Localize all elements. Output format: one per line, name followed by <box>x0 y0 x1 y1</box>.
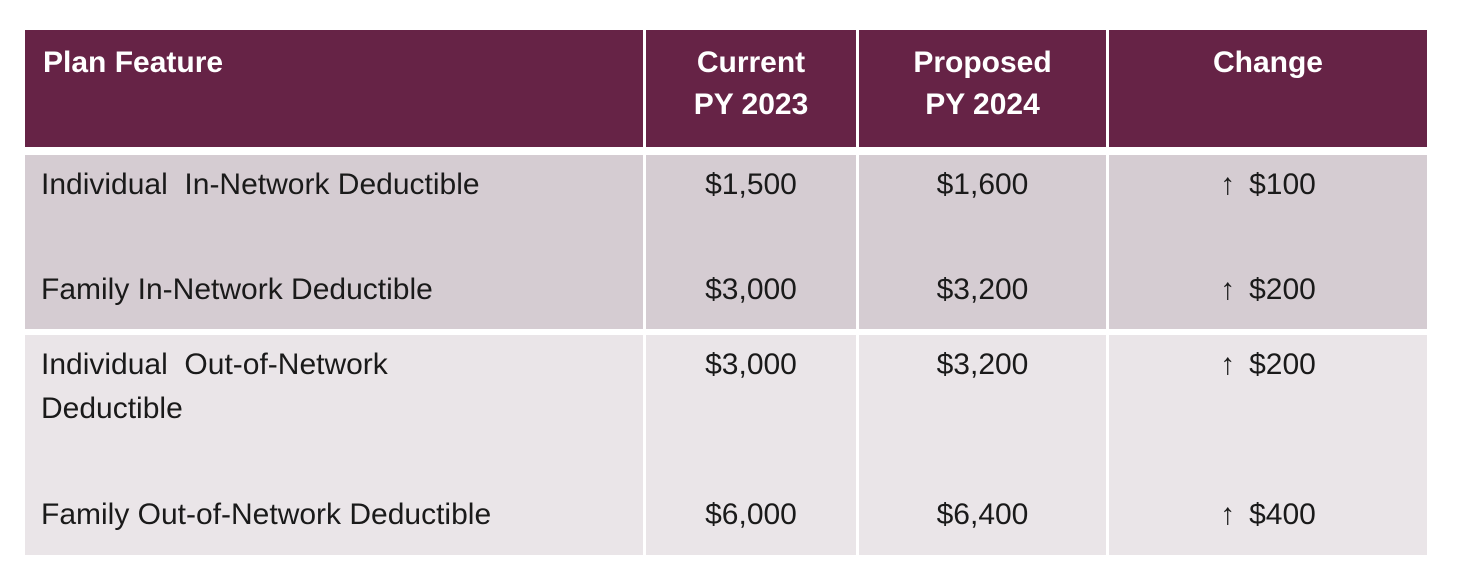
table-row-individual-out-of-network: Individual Out-of-Network Deductible $3,… <box>25 329 1427 485</box>
increase-arrow-icon: ↑ <box>1220 348 1236 381</box>
feature-cell: Family Out-of-Network Deductible <box>25 485 643 555</box>
change-cell: ↑ $200 <box>1106 329 1427 485</box>
current-value-cell: $3,000 <box>643 260 856 329</box>
proposed-value-cell: $1,600 <box>856 147 1106 260</box>
feature-cell: Family In-Network Deductible <box>25 260 643 329</box>
table-row-individual-in-network: Individual In-Network Deductible $1,500 … <box>25 147 1427 260</box>
table-header: Plan Feature Current PY 2023 Proposed PY… <box>25 30 1427 147</box>
feature-cell: Individual Out-of-Network Deductible <box>25 329 643 485</box>
table-row-family-in-network: Family In-Network Deductible $3,000 $3,2… <box>25 260 1427 329</box>
current-value-cell: $3,000 <box>643 329 856 485</box>
table-body: Individual In-Network Deductible $1,500 … <box>25 147 1427 555</box>
plan-feature-table: Plan Feature Current PY 2023 Proposed PY… <box>25 30 1427 555</box>
column-header-plan-feature: Plan Feature <box>25 30 643 147</box>
current-value-cell: $1,500 <box>643 147 856 260</box>
change-amount: $200 <box>1249 348 1316 381</box>
change-amount: $200 <box>1249 273 1316 306</box>
change-cell: ↑ $400 <box>1106 485 1427 555</box>
increase-arrow-icon: ↑ <box>1220 273 1236 306</box>
column-header-change: Change <box>1106 30 1427 147</box>
column-header-current-py-2023: Current PY 2023 <box>643 30 856 147</box>
change-cell: ↑ $200 <box>1106 260 1427 329</box>
proposed-value-cell: $3,200 <box>856 329 1106 485</box>
change-cell: ↑ $100 <box>1106 147 1427 260</box>
change-amount: $100 <box>1249 168 1316 201</box>
increase-arrow-icon: ↑ <box>1220 168 1236 201</box>
proposed-value-cell: $3,200 <box>856 260 1106 329</box>
header-row: Plan Feature Current PY 2023 Proposed PY… <box>25 30 1427 147</box>
current-value-cell: $6,000 <box>643 485 856 555</box>
change-amount: $400 <box>1249 498 1316 531</box>
table-row-family-out-of-network: Family Out-of-Network Deductible $6,000 … <box>25 485 1427 555</box>
proposed-value-cell: $6,400 <box>856 485 1106 555</box>
feature-cell: Individual In-Network Deductible <box>25 147 643 260</box>
column-header-proposed-py-2024: Proposed PY 2024 <box>856 30 1106 147</box>
increase-arrow-icon: ↑ <box>1220 498 1236 531</box>
